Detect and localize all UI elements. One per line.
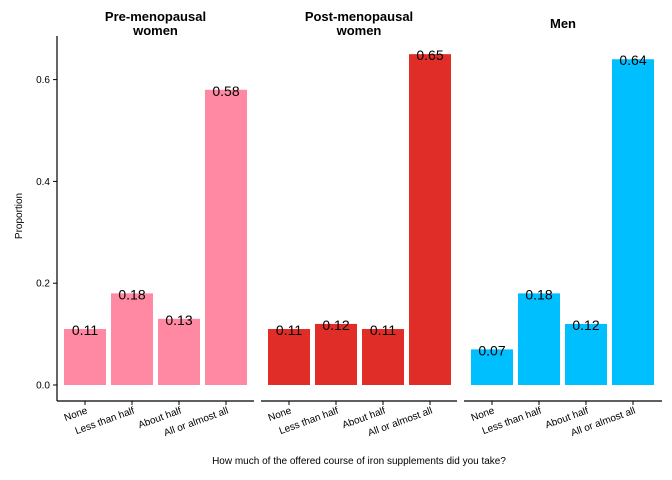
facet-title-line2: women — [336, 23, 382, 38]
value-label: 0.11 — [370, 322, 396, 338]
value-label: 0.07 — [478, 342, 505, 358]
facet-title-line1: Pre-menopausal — [105, 9, 206, 24]
y-tick-label: 0.4 — [36, 177, 50, 188]
bar — [612, 59, 654, 386]
category-label: None — [470, 405, 497, 424]
facet-title-line2: women — [132, 23, 178, 38]
y-tick-label: 0.6 — [36, 75, 50, 86]
bar — [362, 329, 404, 385]
facet-title-line1: Post-menopausal — [305, 9, 413, 24]
facet-title: Pre-menopausal women — [105, 9, 206, 38]
value-label: 0.65 — [416, 47, 443, 63]
bar — [64, 329, 106, 385]
bar — [471, 349, 513, 385]
bar — [268, 329, 310, 385]
y-tick-label: 0.0 — [36, 381, 50, 392]
y-axis-title: Proportion — [14, 193, 25, 239]
bar — [565, 323, 607, 385]
y-tick-label: 0.2 — [36, 279, 50, 290]
facet-title: Men — [550, 16, 576, 31]
bar — [315, 323, 357, 385]
category-label: None — [267, 405, 294, 424]
category-label: None — [63, 405, 90, 424]
value-label: 0.11 — [276, 322, 302, 338]
value-label: 0.18 — [118, 286, 145, 302]
value-label: 0.18 — [525, 286, 552, 302]
bar — [518, 293, 560, 385]
y-axis: 0.0 0.2 0.4 0.6 — [36, 36, 58, 401]
bar — [111, 293, 153, 385]
value-label: 0.58 — [212, 83, 239, 99]
value-label: 0.12 — [322, 317, 349, 333]
bar — [409, 54, 451, 386]
bar — [158, 318, 200, 385]
value-label: 0.13 — [165, 312, 192, 328]
facet-title: Post-menopausal women — [305, 9, 413, 38]
value-label: 0.64 — [619, 52, 646, 68]
bar — [205, 89, 247, 385]
value-label: 0.12 — [572, 317, 599, 333]
value-label: 0.11 — [72, 322, 98, 338]
x-axis-title: How much of the offered course of iron s… — [212, 456, 506, 467]
